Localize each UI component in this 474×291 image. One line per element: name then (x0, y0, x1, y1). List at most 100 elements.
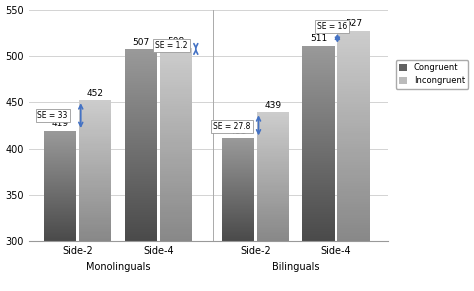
Bar (44, 146, 76, 148)
Bar (44, 157, 76, 159)
Bar (125, 188, 157, 191)
Bar (125, 239, 157, 241)
Bar (256, 112, 289, 114)
Bar (337, 220, 370, 223)
Bar (160, 154, 192, 157)
Bar (302, 116, 335, 119)
Bar (79, 146, 111, 148)
Bar (256, 157, 289, 159)
Bar (79, 200, 111, 203)
Bar (256, 181, 289, 183)
Bar (302, 72, 335, 75)
Bar (302, 195, 335, 197)
Bar (222, 150, 254, 151)
Bar (79, 195, 111, 197)
Bar (302, 82, 335, 85)
Bar (44, 238, 76, 240)
Bar (222, 201, 254, 203)
Bar (125, 231, 157, 234)
Bar (222, 196, 254, 198)
Bar (222, 197, 254, 199)
Bar (337, 118, 370, 120)
Bar (44, 207, 76, 208)
Bar (79, 167, 111, 169)
Bar (302, 68, 335, 70)
Bar (125, 181, 157, 184)
Bar (337, 120, 370, 123)
Text: SE = 33: SE = 33 (37, 111, 68, 120)
Bar (160, 190, 192, 193)
Bar (44, 153, 76, 154)
Bar (256, 215, 289, 217)
Bar (79, 179, 111, 181)
Bar (79, 139, 111, 141)
Bar (222, 183, 254, 184)
Bar (222, 143, 254, 145)
Bar (302, 126, 335, 129)
Bar (160, 109, 192, 111)
Bar (125, 49, 157, 52)
Bar (160, 118, 192, 121)
Bar (44, 198, 76, 200)
Bar (79, 199, 111, 201)
Bar (125, 71, 157, 73)
Bar (160, 82, 192, 85)
Bar (79, 229, 111, 230)
Bar (337, 233, 370, 236)
Bar (222, 200, 254, 201)
Bar (337, 144, 370, 147)
Bar (337, 149, 370, 152)
Bar (125, 183, 157, 186)
Bar (256, 222, 289, 223)
Bar (44, 197, 76, 198)
Bar (44, 212, 76, 214)
Bar (125, 109, 157, 112)
Bar (44, 219, 76, 221)
Bar (337, 215, 370, 217)
Bar (125, 126, 157, 129)
Bar (44, 135, 76, 136)
Bar (125, 121, 157, 124)
Bar (222, 187, 254, 189)
Bar (222, 163, 254, 164)
Bar (160, 111, 192, 113)
Bar (44, 227, 76, 229)
Bar (125, 68, 157, 71)
Bar (79, 187, 111, 188)
Bar (44, 171, 76, 172)
Bar (44, 166, 76, 168)
Bar (79, 183, 111, 185)
Bar (44, 151, 76, 153)
Bar (337, 91, 370, 94)
Bar (125, 145, 157, 148)
Bar (79, 111, 111, 113)
Bar (256, 188, 289, 190)
Bar (44, 176, 76, 178)
Bar (79, 232, 111, 234)
Bar (256, 127, 289, 129)
Bar (160, 96, 192, 99)
Bar (302, 111, 335, 114)
Bar (160, 77, 192, 80)
Bar (222, 138, 254, 140)
Bar (222, 155, 254, 156)
Bar (44, 161, 76, 163)
Bar (256, 199, 289, 201)
Bar (256, 191, 289, 193)
Bar (302, 187, 335, 190)
Text: SE = 16: SE = 16 (317, 22, 347, 31)
Bar (79, 132, 111, 134)
Bar (337, 173, 370, 175)
Bar (160, 84, 192, 87)
Bar (222, 209, 254, 210)
Bar (44, 178, 76, 179)
Bar (222, 174, 254, 175)
Bar (256, 167, 289, 169)
Bar (337, 99, 370, 102)
Bar (79, 121, 111, 123)
Bar (256, 149, 289, 151)
Bar (256, 189, 289, 191)
Bar (125, 138, 157, 141)
Bar (160, 183, 192, 186)
Bar (79, 185, 111, 187)
